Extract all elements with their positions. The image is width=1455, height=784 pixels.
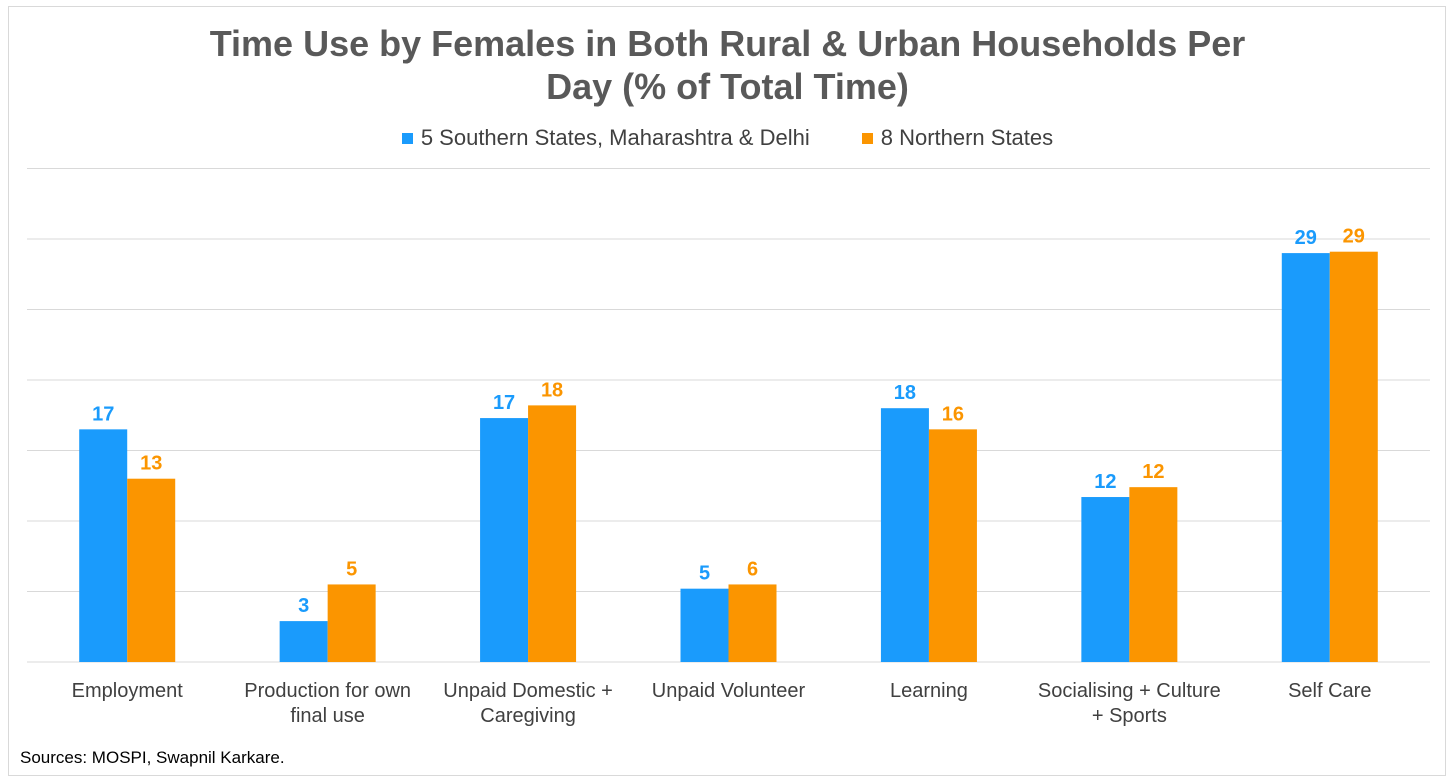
chart-title-line-2: Day (% of Total Time) xyxy=(546,66,909,108)
data-label: 18 xyxy=(894,382,916,404)
legend-swatch-northern xyxy=(861,132,873,144)
bar-series-2 xyxy=(528,405,577,662)
data-label: 13 xyxy=(140,453,162,475)
data-label: 18 xyxy=(541,379,563,401)
category-label: Learning xyxy=(890,680,968,702)
bar-series-1 xyxy=(279,621,328,662)
data-label: 5 xyxy=(699,563,710,585)
data-label: 17 xyxy=(493,392,515,414)
legend-label-southern: 5 Southern States, Maharashtra & Delhi xyxy=(420,125,810,150)
category-label: Unpaid Volunteer xyxy=(652,680,806,702)
bar-series-1 xyxy=(1281,253,1330,662)
legend-label-northern: 8 Northern States xyxy=(880,125,1054,150)
data-label: 29 xyxy=(1343,226,1365,248)
bar-series-2 xyxy=(127,478,176,662)
category-label: Production for own xyxy=(244,680,411,702)
bar-series-2 xyxy=(728,584,777,662)
bar-series-2 xyxy=(327,584,376,662)
data-label: 3 xyxy=(298,595,309,617)
chart-title: Time Use by Females in Both Rural & Urba… xyxy=(0,22,1455,108)
source-note: Sources: MOSPI, Swapnil Karkare. xyxy=(20,748,285,767)
bar-series-1 xyxy=(880,408,929,662)
data-label: 17 xyxy=(92,403,114,425)
data-label: 29 xyxy=(1295,227,1317,249)
category-label: Socialising + Culture xyxy=(1038,680,1221,702)
bar-series-2 xyxy=(1329,251,1378,662)
bar-series-1 xyxy=(480,418,529,662)
bar-series-1 xyxy=(79,429,128,662)
bar-series-1 xyxy=(680,588,729,662)
category-label: Employment xyxy=(72,680,184,702)
category-label: + Sports xyxy=(1092,705,1167,727)
chart-title-line-1: Time Use by Females in Both Rural & Urba… xyxy=(209,23,1246,64)
legend-swatch-southern xyxy=(401,132,413,144)
chart-legend: 5 Southern States, Maharashtra & Delhi 8… xyxy=(0,125,1455,151)
legend-item-northern: 8 Northern States xyxy=(861,125,1054,151)
data-label: 12 xyxy=(1142,461,1164,483)
data-label: 12 xyxy=(1094,471,1116,493)
category-label: Unpaid Domestic + xyxy=(443,680,613,702)
category-label: Self Care xyxy=(1288,680,1371,702)
category-label: Caregiving xyxy=(480,705,576,727)
bar-series-1 xyxy=(1081,497,1130,662)
data-label: 16 xyxy=(942,403,964,425)
legend-item-southern: 5 Southern States, Maharashtra & Delhi xyxy=(401,125,810,151)
data-label: 5 xyxy=(346,558,357,580)
bar-series-2 xyxy=(1129,487,1178,662)
bar-series-2 xyxy=(928,429,977,662)
category-label: final use xyxy=(290,705,365,727)
data-label: 6 xyxy=(747,558,758,580)
